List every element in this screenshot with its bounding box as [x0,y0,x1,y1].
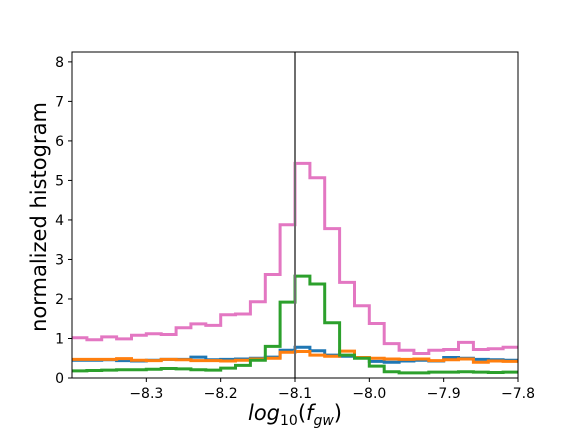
histogram-series-2 [72,349,518,364]
x-tick-label: −8.2 [204,386,238,402]
x-axis-label-paren-open: ( [298,401,306,425]
x-axis-label-paren-close: ) [334,401,342,425]
y-tick-label: 5 [55,173,64,189]
y-tick-label: 3 [55,252,64,268]
x-tick-label: −8.0 [352,386,386,402]
x-axis-label-variable-subscript: gw [313,413,334,429]
x-axis-label-base: log [248,401,280,425]
y-tick-label: 2 [55,292,64,308]
x-tick-label: −8.3 [129,386,163,402]
y-tick-label: 7 [55,94,64,110]
y-axis-label: normalized histogram [27,102,51,332]
y-tick-label: 6 [55,134,64,150]
x-axis-label-variable: f [306,401,317,425]
y-tick-label: 0 [55,371,64,387]
x-tick-label: −7.9 [427,386,461,402]
x-axis-label: log10(fgw) [248,401,342,429]
x-tick-label: −7.8 [501,386,535,402]
y-tick-label: 4 [55,213,64,229]
x-tick-label: −8.1 [278,386,312,402]
y-tick-label: 1 [55,331,64,347]
y-axis-ticks: 0 1 2 3 4 5 6 7 8 [55,55,72,387]
y-tick-label: 8 [55,55,64,71]
x-axis-label-base-subscript: 10 [280,413,298,429]
x-axis-ticks: −8.3 −8.2 −8.1 −8.0 −7.9 −7.8 [129,378,535,402]
